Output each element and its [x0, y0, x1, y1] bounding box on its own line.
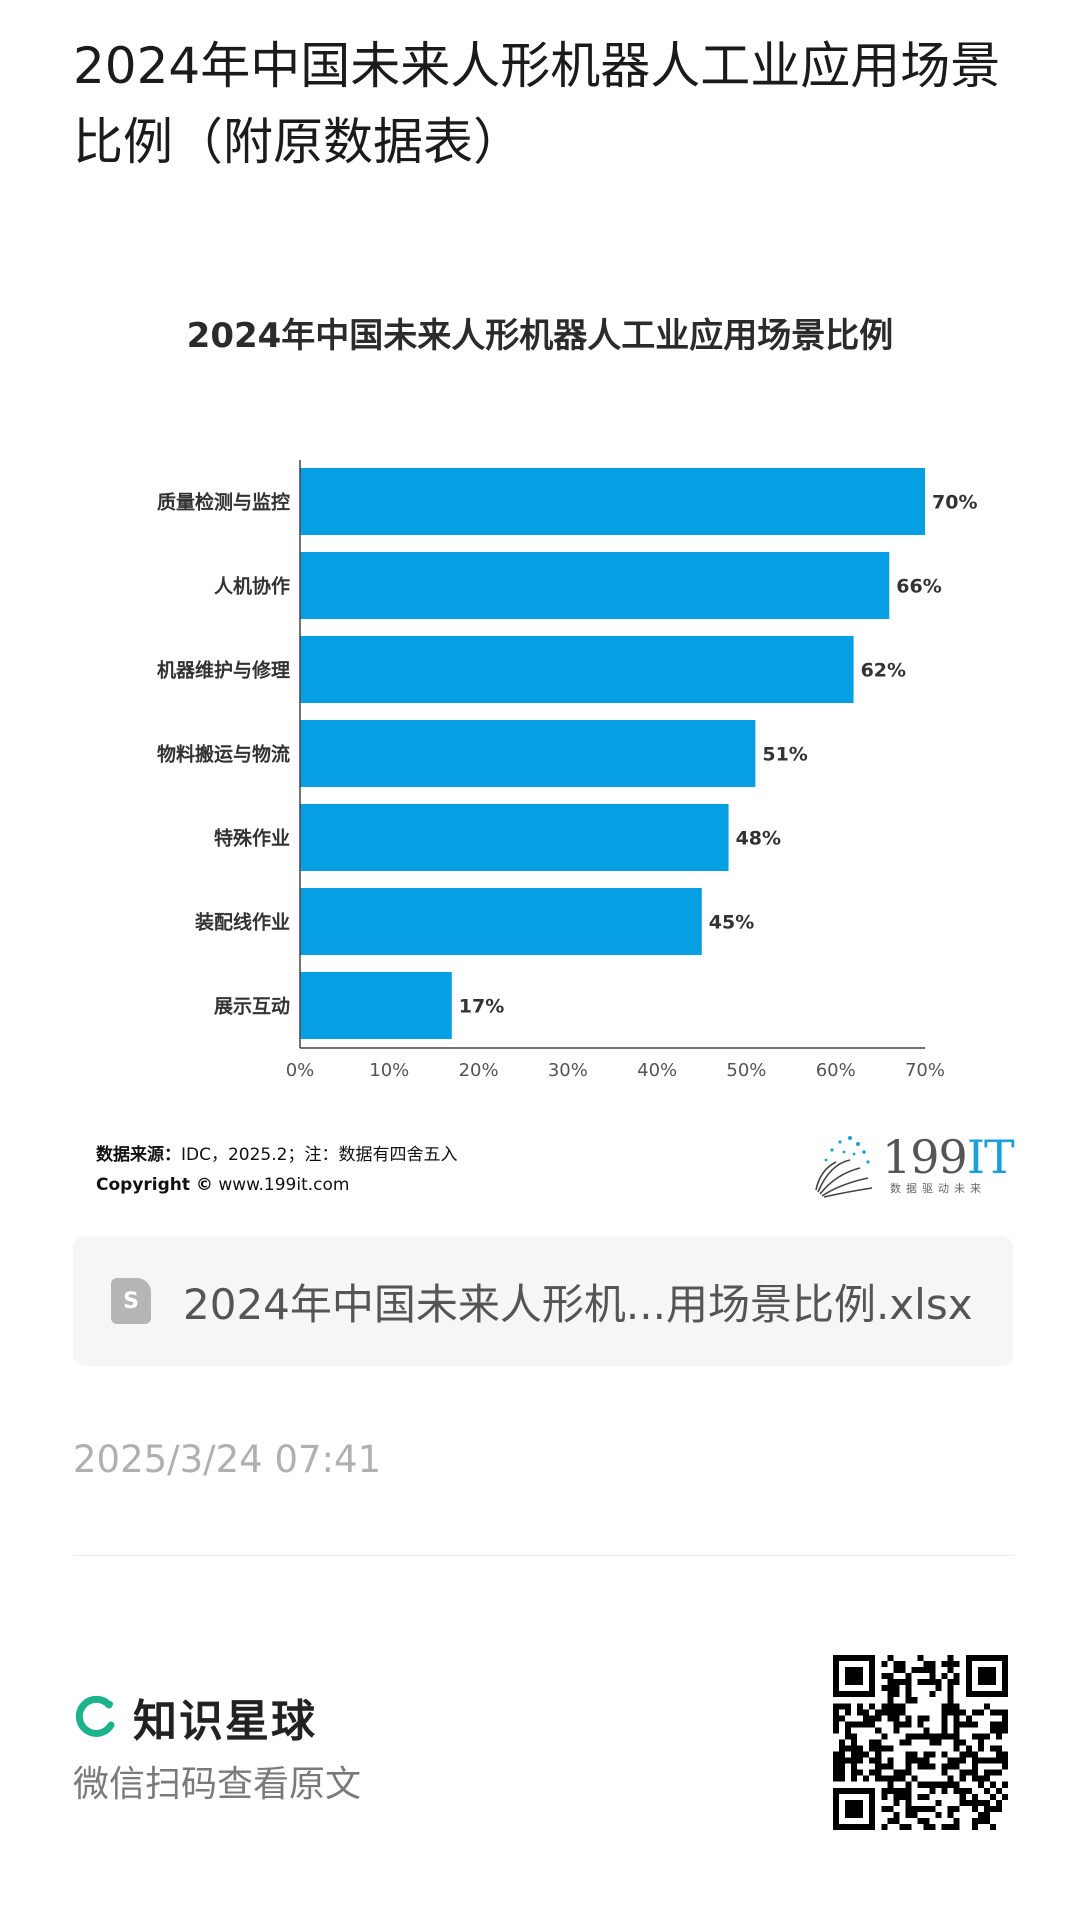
chart-title: 2024年中国未来人形机器人工业应用场景比例 [186, 316, 894, 356]
dandelion-logo-icon [815, 1136, 873, 1198]
logo-main-text: 199 [882, 1130, 968, 1184]
spreadsheet-file-icon: S [111, 1278, 151, 1324]
bar [300, 972, 452, 1039]
copyright-label: Copyright © [96, 1175, 213, 1195]
category-label: 展示互动 [214, 996, 290, 1018]
x-tick-label: 30% [548, 1060, 588, 1080]
x-tick-label: 40% [637, 1060, 677, 1080]
bar [300, 888, 702, 955]
post-timestamp: 2025/3/24 07:41 [73, 1438, 382, 1481]
bar [300, 720, 756, 787]
199it-logo: 199IT 数据驱动未来 [810, 1130, 1015, 1200]
x-tick-label: 20% [459, 1060, 499, 1080]
category-label: 机器维护与修理 [157, 659, 290, 682]
value-label: 48% [736, 828, 781, 850]
bar [300, 804, 729, 871]
x-tick-label: 10% [369, 1060, 409, 1080]
x-tick-label: 60% [816, 1060, 856, 1080]
category-label: 物料搬运与物流 [157, 743, 290, 766]
logo-accent-text: IT [966, 1130, 1015, 1184]
value-label: 51% [762, 744, 807, 766]
category-label: 特殊作业 [214, 827, 290, 850]
category-label: 人机协作 [214, 575, 290, 598]
brand-name: 知识星球 [133, 1696, 317, 1747]
x-tick-label: 70% [905, 1060, 945, 1080]
source-label: 数据来源： [96, 1145, 181, 1165]
scan-instruction: 微信扫码查看原文 [73, 1764, 362, 1805]
attachment-file-card[interactable]: S 2024年中国未来人形机...用场景比例.xlsx [73, 1236, 1013, 1366]
attachment-file-name: 2024年中国未来人形机...用场景比例.xlsx [183, 1279, 973, 1329]
bar [300, 468, 925, 535]
divider [73, 1555, 1013, 1556]
zsxq-brand: 知识星球 [73, 1685, 317, 1749]
x-tick-label: 0% [286, 1060, 315, 1080]
x-tick-label: 50% [726, 1060, 766, 1080]
value-label: 45% [709, 912, 754, 934]
qr-code-icon [833, 1655, 1008, 1830]
bar [300, 636, 854, 703]
copyright-url: www.199it.com [218, 1175, 350, 1195]
value-label: 66% [896, 576, 941, 598]
value-label: 70% [932, 492, 977, 514]
source-note: 数据来源：IDC，2025.2；注：数据有四舍五入 Copyright © ww… [96, 1140, 457, 1200]
category-label: 装配线作业 [194, 911, 290, 934]
value-label: 17% [459, 996, 504, 1018]
value-label: 62% [861, 660, 906, 682]
source-text: IDC，2025.2；注：数据有四舍五入 [181, 1145, 458, 1165]
bar [300, 552, 890, 619]
bar-chart: 质量检测与监控 70% 人机协作 66% 机器维护与修理 62% 物料搬运与物流 51% 特殊作… [157, 460, 977, 1080]
category-label: 质量检测与监控 [157, 491, 290, 514]
page-title: 2024年中国未来人形机器人工业应用场景比例（附原数据表） [73, 37, 1001, 171]
zsxq-logo-icon [75, 1695, 115, 1737]
logo-slogan: 数据驱动未来 [890, 1182, 986, 1195]
